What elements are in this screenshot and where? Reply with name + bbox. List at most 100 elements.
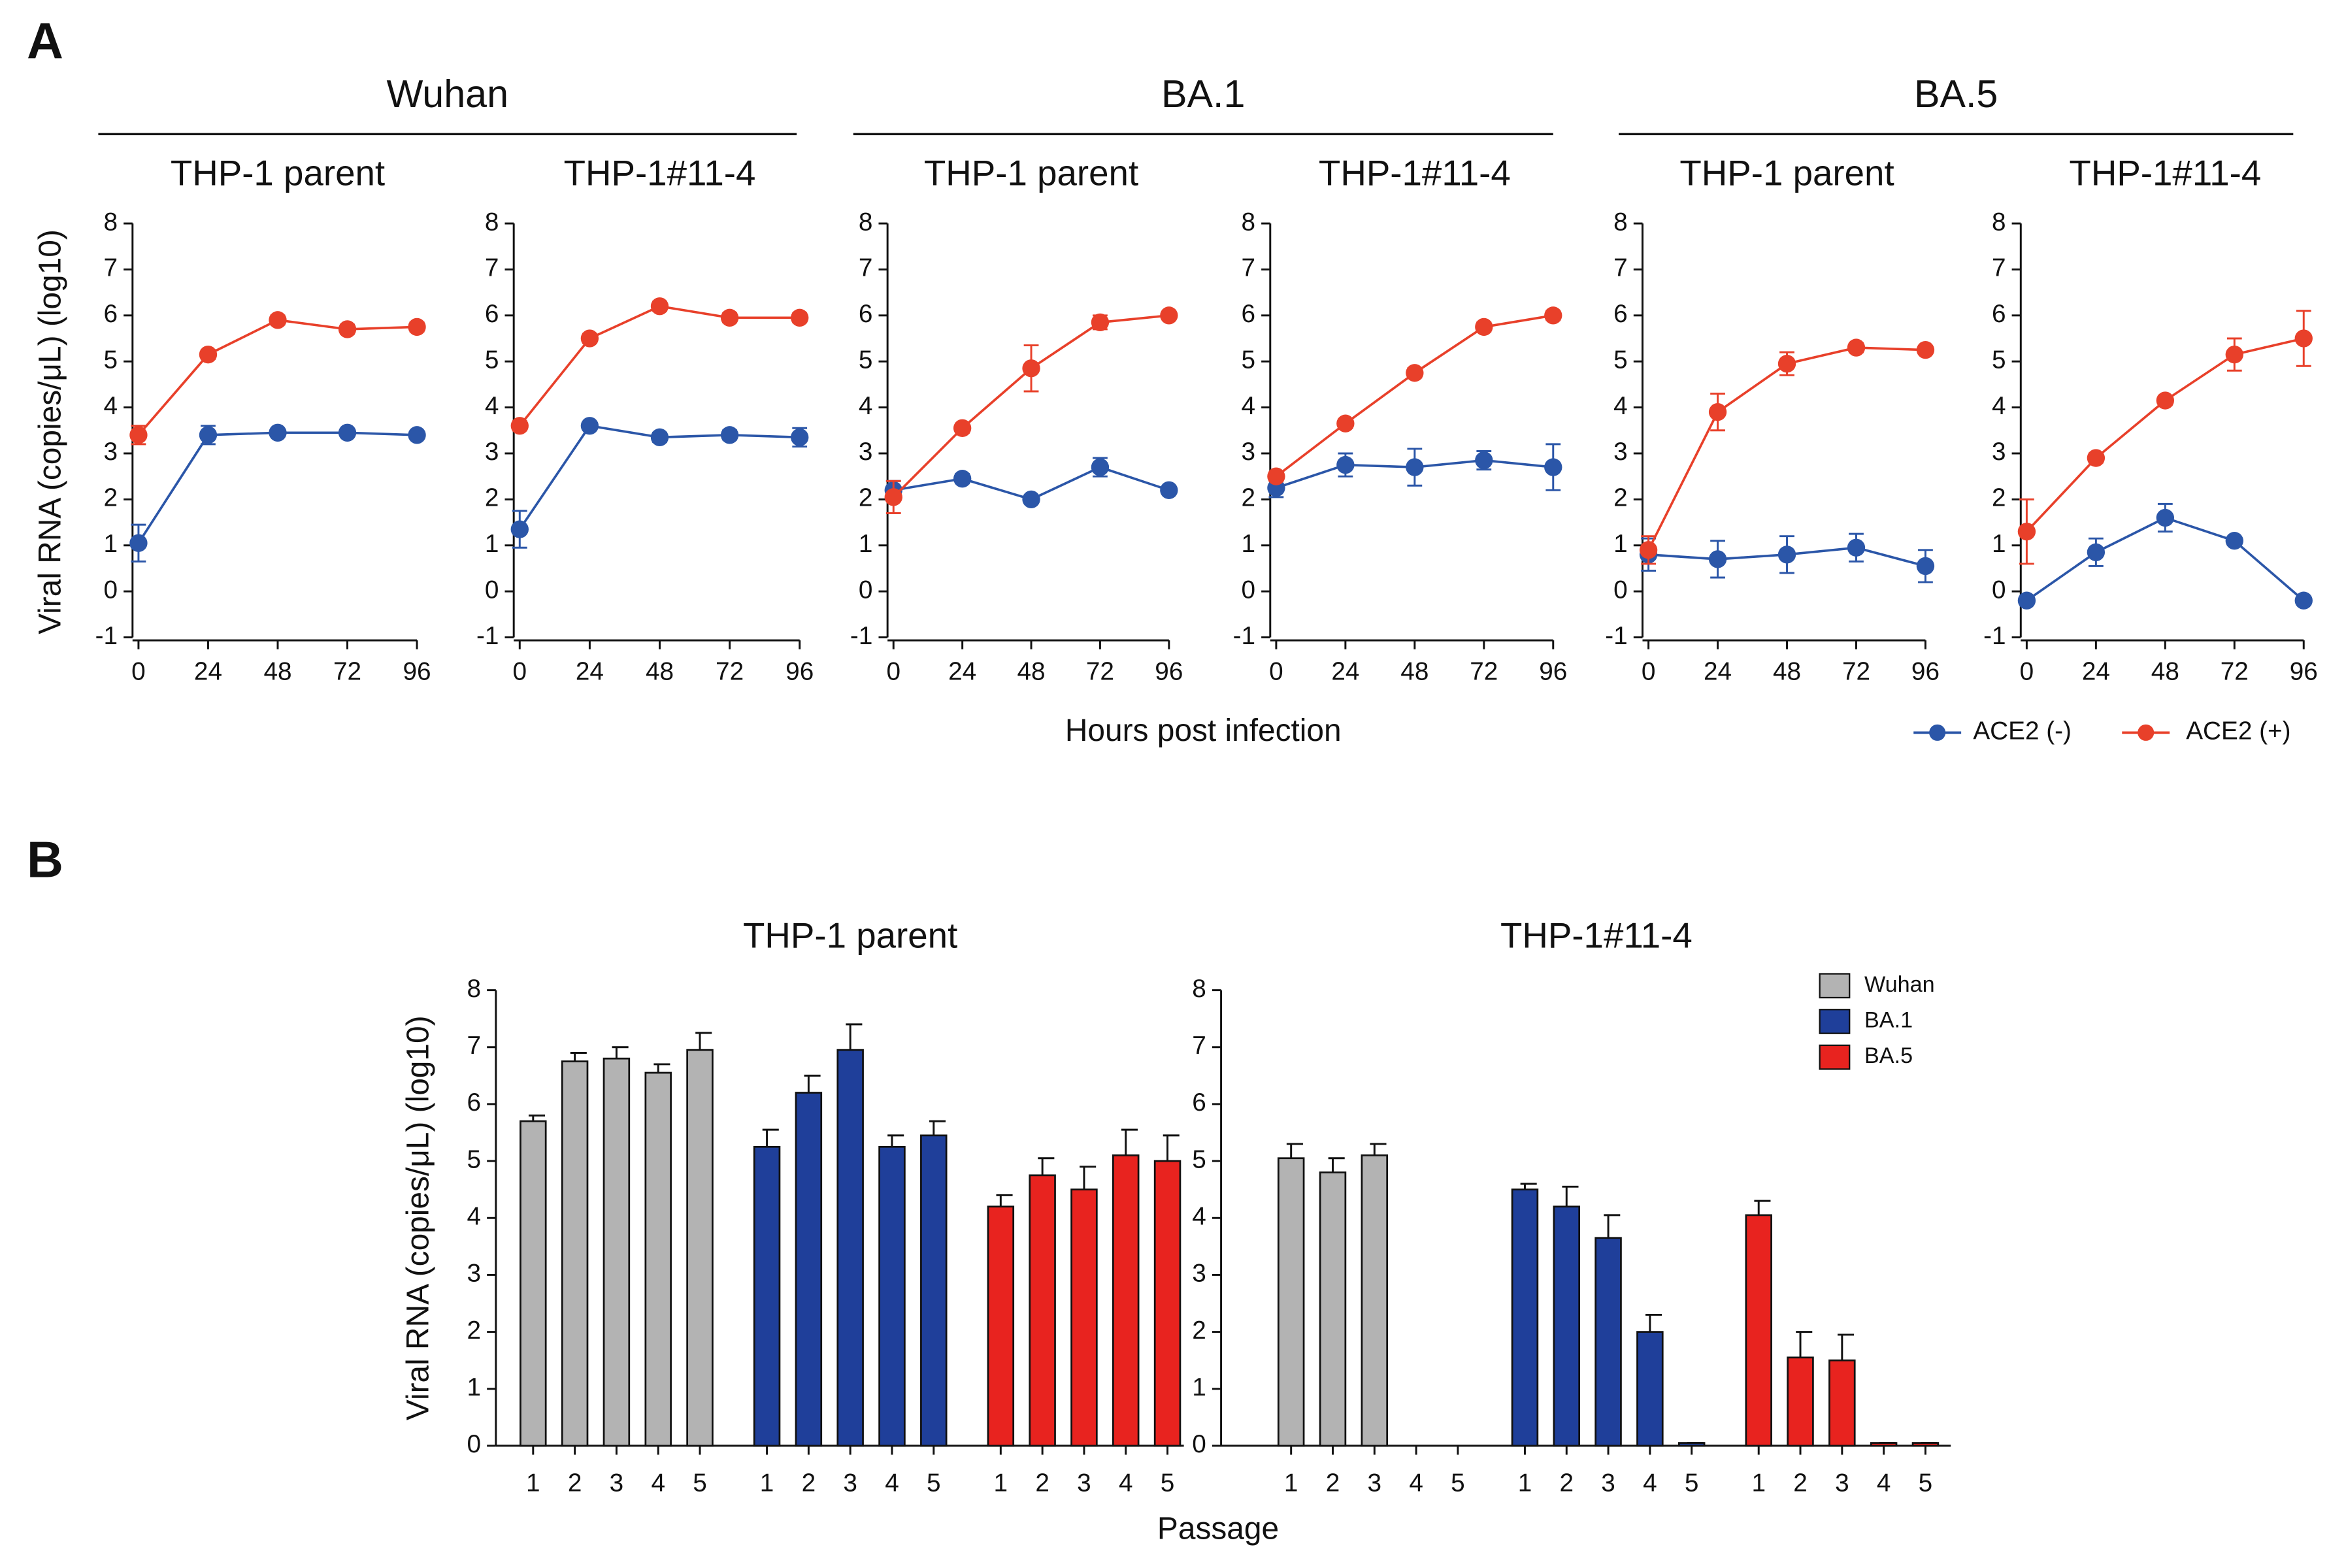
marker — [129, 534, 148, 552]
marker — [1336, 455, 1355, 474]
y-axis-label: Viral RNA (copies/μL) (log10) — [33, 229, 67, 634]
marker — [1406, 364, 1424, 382]
x-tick-label: 3 — [843, 1469, 857, 1497]
marker — [1091, 313, 1110, 332]
x-tick-label: 4 — [651, 1469, 665, 1497]
y-tick-label: -1 — [850, 622, 872, 650]
bar — [753, 1145, 781, 1447]
y-tick-label: 1 — [859, 530, 873, 558]
y-tick-label: 2 — [467, 1316, 481, 1345]
y-tick-label: 4 — [1613, 392, 1628, 420]
chart-title: THP-1#11-4 — [1319, 153, 1511, 193]
error-bar — [1370, 1143, 1387, 1156]
bar — [1029, 1174, 1056, 1447]
series-line — [137, 318, 418, 436]
error-bar — [762, 1128, 779, 1147]
y-tick-label: 7 — [467, 1032, 481, 1060]
marker — [1777, 355, 1796, 373]
y-tick-label: 4 — [859, 392, 873, 420]
x-tick-label: 96 — [1539, 657, 1567, 685]
y-tick-label: 8 — [103, 208, 118, 236]
legend-marker — [1929, 724, 1946, 741]
y-tick-label: 4 — [467, 1202, 481, 1230]
bar — [987, 1205, 1015, 1447]
y-tick-label: 4 — [1241, 392, 1255, 420]
marker — [1267, 467, 1285, 485]
y-tick-label: 3 — [1992, 438, 2006, 466]
x-tick-label: 24 — [194, 657, 222, 685]
x-tick-label: 0 — [886, 657, 900, 685]
x-tick-label: 72 — [1086, 657, 1114, 685]
error-bar — [804, 1074, 821, 1093]
x-tick-label: 0 — [1269, 657, 1283, 685]
error-bar — [1796, 1331, 1813, 1358]
error-bar — [570, 1052, 587, 1062]
bar — [1070, 1188, 1098, 1447]
y-tick-label: 6 — [1192, 1088, 1206, 1117]
legend-label: ACE2 (-) — [1973, 717, 2072, 745]
bar — [1319, 1171, 1347, 1447]
marker — [580, 329, 599, 348]
bar — [1828, 1359, 1856, 1447]
marker — [1406, 458, 1424, 476]
x-tick-label: 72 — [2221, 657, 2249, 685]
bar — [1911, 1442, 1940, 1447]
y-tick-label: 3 — [103, 438, 118, 466]
marker — [1160, 306, 1178, 325]
x-tick-label: 4 — [1877, 1469, 1891, 1497]
legend-label: Wuhan — [1864, 972, 1935, 997]
marker — [2087, 543, 2106, 561]
y-axis-label: Viral RNA (copies/μL) (log10) — [401, 1015, 435, 1420]
marker — [2087, 449, 2106, 467]
x-tick-label: 5 — [693, 1469, 707, 1497]
bar — [1636, 1331, 1664, 1447]
x-tick-label: 1 — [994, 1469, 1008, 1497]
bar — [1870, 1442, 1898, 1447]
error-bar — [612, 1046, 629, 1059]
error-bar — [528, 1114, 546, 1122]
x-tick-label: 4 — [1409, 1469, 1423, 1497]
marker — [1916, 557, 1935, 576]
y-tick-label: 5 — [1992, 346, 2006, 374]
x-tick-label: 0 — [1642, 657, 1656, 685]
y-tick-label: 7 — [485, 254, 499, 282]
y-tick-label: 7 — [1241, 254, 1255, 282]
legend-label: ACE2 (+) — [2186, 717, 2290, 745]
x-tick-label: 24 — [576, 657, 604, 685]
marker — [1639, 541, 1658, 559]
y-tick-label: 1 — [1613, 530, 1628, 558]
x-tick-label: 24 — [2082, 657, 2110, 685]
bar — [1745, 1214, 1772, 1447]
x-tick-label: 2 — [1793, 1469, 1808, 1497]
series-line — [137, 431, 418, 544]
marker — [2017, 591, 2036, 610]
marker — [269, 423, 287, 442]
legend-label: BA.5 — [1864, 1043, 1913, 1068]
y-tick-label: 2 — [1613, 484, 1628, 512]
x-tick-label: 96 — [1911, 657, 1940, 685]
x-tick-label: 72 — [1842, 657, 1870, 685]
y-tick-label: 3 — [859, 438, 873, 466]
y-tick-label: -1 — [476, 622, 499, 650]
y-tick-label: 4 — [103, 392, 118, 420]
x-tick-label: 5 — [1161, 1469, 1175, 1497]
y-tick-label: 4 — [485, 392, 499, 420]
y-tick-label: 3 — [485, 438, 499, 466]
y-tick-label: 6 — [859, 300, 873, 328]
y-tick-label: 7 — [1992, 254, 2006, 282]
y-tick-label: 2 — [1241, 484, 1255, 512]
marker — [2156, 391, 2175, 410]
x-tick-label: 72 — [716, 657, 744, 685]
marker — [2017, 522, 2036, 541]
y-tick-label: 7 — [1613, 254, 1628, 282]
marker — [1777, 546, 1796, 564]
y-tick-label: 2 — [1192, 1316, 1206, 1345]
x-tick-label: 0 — [2020, 657, 2034, 685]
y-tick-label: 8 — [485, 208, 499, 236]
x-tick-label: 96 — [403, 657, 431, 685]
error-bar — [1328, 1157, 1345, 1173]
y-tick-label: 7 — [859, 254, 873, 282]
y-tick-label: 5 — [1613, 346, 1628, 374]
x-tick-label: 1 — [1751, 1469, 1766, 1497]
